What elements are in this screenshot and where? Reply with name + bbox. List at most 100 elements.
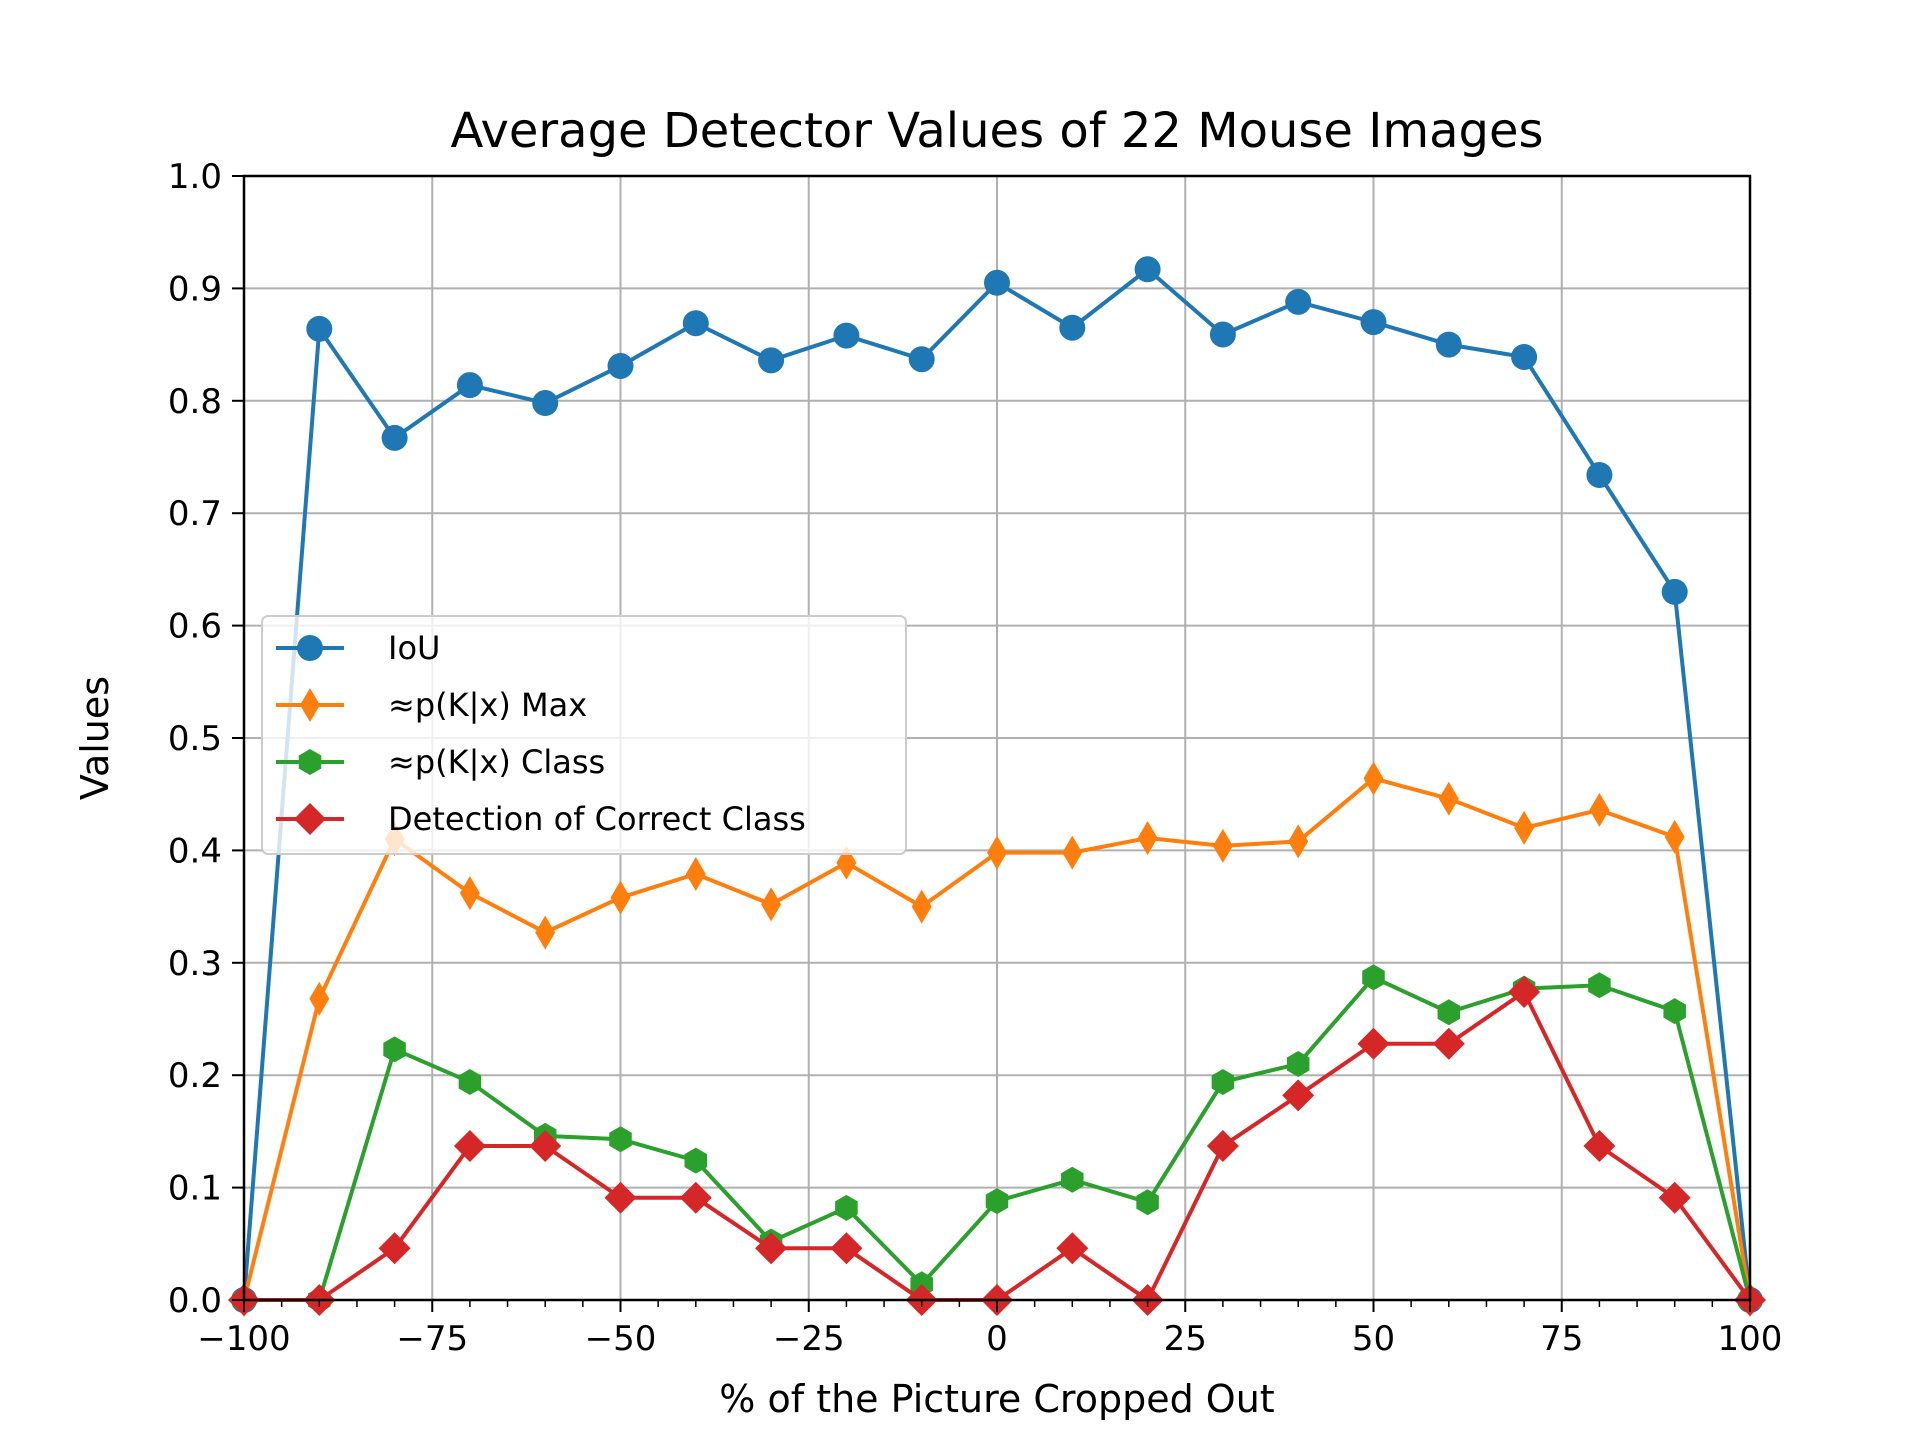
x-tick-label: −75	[396, 1319, 468, 1359]
legend-marker	[294, 803, 326, 835]
data-point	[453, 1130, 486, 1163]
data-point	[685, 857, 706, 892]
x-tick-label: 100	[1718, 1319, 1783, 1359]
data-point	[835, 1194, 858, 1221]
data-point	[1663, 998, 1686, 1025]
data-point	[1511, 343, 1538, 370]
data-point	[1061, 1166, 1084, 1193]
data-point	[1362, 964, 1385, 991]
data-point	[987, 835, 1007, 870]
data-point	[378, 1232, 411, 1265]
data-point	[607, 352, 634, 379]
data-point	[1583, 1130, 1616, 1163]
series-2	[232, 964, 1762, 1313]
legend-marker	[298, 749, 322, 775]
y-tick-label: 0.5	[168, 719, 222, 759]
chart-title: Average Detector Values of 22 Mouse Imag…	[450, 103, 1543, 159]
legend-box	[261, 615, 907, 855]
legend-label: Detection of Correct Class	[388, 800, 806, 838]
data-point	[908, 346, 935, 373]
y-tick-label: 0.0	[168, 1281, 222, 1321]
y-tick-label: 0.4	[168, 831, 222, 871]
data-point	[532, 390, 559, 417]
data-point	[1363, 761, 1384, 796]
data-point	[1588, 972, 1611, 999]
data-point	[1136, 1189, 1159, 1216]
data-point	[679, 1181, 712, 1214]
data-point	[1589, 792, 1610, 827]
data-point	[1282, 1079, 1315, 1112]
data-point	[1059, 314, 1086, 341]
data-point	[1288, 824, 1309, 859]
data-point	[1286, 1050, 1310, 1077]
data-point	[383, 1036, 406, 1063]
data-point	[1211, 1068, 1235, 1095]
data-point	[985, 1188, 1009, 1215]
x-tick-label: 75	[1540, 1319, 1583, 1359]
data-point	[381, 424, 408, 451]
legend-label: IoU	[388, 629, 440, 667]
data-point	[609, 1126, 632, 1153]
data-point	[830, 1232, 863, 1265]
y-axis-title: Values	[73, 676, 117, 800]
ticks: −100 −75 −50 −25 0 25 50 75 100 0.0 0.1 0.2 0.3 0.4 0.…	[168, 157, 1783, 1359]
data-point	[1285, 288, 1312, 315]
y-tick-label: 1.0	[168, 157, 222, 197]
x-axis-title: % of the Picture Cropped Out	[719, 1377, 1274, 1421]
data-point	[1360, 309, 1387, 336]
x-tick-label: −25	[773, 1319, 845, 1359]
data-point	[1206, 1130, 1239, 1163]
data-point	[309, 981, 330, 1016]
data-point	[1056, 1232, 1089, 1265]
legend-marker	[300, 688, 320, 722]
y-tick-label: 0.1	[168, 1169, 222, 1209]
data-point	[684, 1147, 708, 1174]
data-point	[761, 887, 782, 922]
legend-item: Detection of Correct Class	[276, 800, 806, 838]
legend-label: ≈p(K|x) Max	[388, 686, 587, 724]
y-tick-label: 0.3	[168, 944, 222, 984]
data-point	[911, 889, 932, 924]
data-point	[984, 269, 1010, 296]
data-point	[833, 322, 860, 349]
data-point	[1438, 781, 1459, 816]
data-point	[535, 915, 556, 950]
legend-item: ≈p(K|x) Class	[276, 743, 605, 781]
data-point	[1658, 1181, 1691, 1214]
data-point	[456, 372, 483, 399]
x-tick-label: −100	[197, 1319, 290, 1359]
data-point	[1212, 828, 1233, 863]
data-point	[1062, 835, 1083, 870]
y-tick-label: 0.6	[168, 607, 222, 647]
data-point	[1134, 256, 1161, 283]
x-tick-label: 25	[1164, 1319, 1207, 1359]
data-point	[1661, 578, 1688, 605]
x-tick-label: 50	[1352, 1319, 1395, 1359]
data-point	[755, 1232, 788, 1265]
legend-label: ≈p(K|x) Class	[388, 743, 605, 781]
data-point	[1435, 331, 1462, 358]
data-point	[459, 876, 480, 911]
x-tick-label: 0	[986, 1319, 1008, 1359]
data-point	[1437, 999, 1461, 1026]
x-tick-label: −50	[585, 1319, 657, 1359]
data-point	[604, 1181, 637, 1214]
y-tick-label: 0.7	[168, 494, 222, 534]
data-point	[1586, 461, 1613, 488]
data-point	[458, 1068, 482, 1095]
data-point	[1664, 819, 1685, 854]
legend-marker	[297, 635, 323, 661]
legend: IoU ≈p(K|x) Max ≈p(K|x) Class Detection of …	[261, 615, 907, 855]
data-point	[1357, 1027, 1390, 1060]
y-tick-label: 0.2	[168, 1056, 222, 1096]
data-point	[610, 880, 631, 915]
data-point	[529, 1130, 562, 1163]
legend-item: IoU	[276, 629, 440, 667]
data-point	[306, 315, 333, 342]
data-point	[1508, 976, 1541, 1009]
data-point	[758, 347, 785, 374]
data-point	[1137, 821, 1158, 856]
data-point	[1432, 1027, 1465, 1060]
y-tick-label: 0.9	[168, 269, 222, 309]
